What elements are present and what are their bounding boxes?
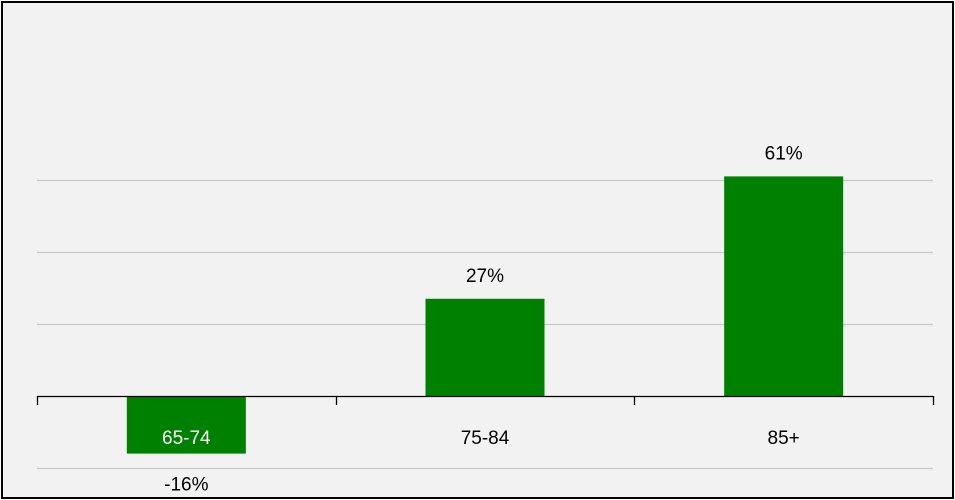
bar-75-84 <box>425 298 545 396</box>
labels: -16% 65-74 27% 75-84 61% 85+ <box>162 143 803 495</box>
data-label: 61% <box>765 143 803 164</box>
x-tick-label: 85+ <box>768 428 800 449</box>
x-tick-label: 65-74 <box>162 428 211 449</box>
bar-65-74 <box>126 396 246 454</box>
x-tick-label: 75-84 <box>461 428 510 449</box>
data-label: 27% <box>466 266 504 287</box>
bar-85+ <box>724 176 844 396</box>
x-axis <box>36 395 935 405</box>
data-label: -16% <box>164 475 208 496</box>
bars <box>126 176 844 454</box>
